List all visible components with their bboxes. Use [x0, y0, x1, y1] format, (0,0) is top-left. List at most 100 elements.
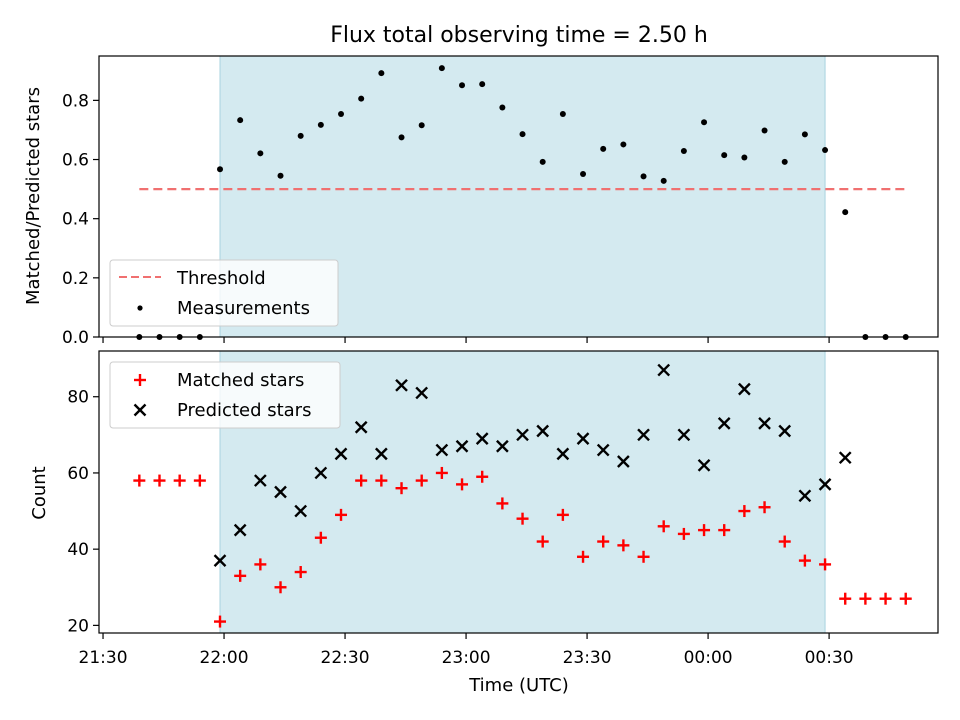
- measurement-point: [660, 177, 667, 184]
- measurement-point: [398, 134, 405, 141]
- x-tick-label: 23:00: [442, 648, 491, 668]
- ratio-chart: Flux total observing time = 2.50 h 0.0 0.…: [23, 23, 939, 348]
- legend-measurements-swatch: [137, 305, 143, 311]
- predicted-star-point: [697, 458, 711, 472]
- measurement-point: [418, 122, 425, 129]
- matched-star-point: [496, 497, 509, 510]
- matched-star-point: [234, 569, 247, 582]
- matched-star-point: [859, 592, 872, 605]
- matched-star-point: [637, 550, 650, 563]
- x-tick-label: 22:00: [200, 648, 249, 668]
- matched-star-point: [577, 550, 590, 563]
- measurement-point: [479, 81, 486, 88]
- legend-matched-label: Matched stars: [177, 370, 304, 391]
- measurement-point: [358, 95, 365, 102]
- predicted-star-point: [253, 474, 267, 487]
- matched-star-point: [214, 615, 227, 628]
- predicted-star-point: [395, 378, 408, 392]
- predicted-star-point: [556, 447, 570, 461]
- predicted-star-point: [717, 417, 731, 430]
- top-legend: Threshold Measurements: [109, 259, 339, 327]
- matched-star-point: [476, 470, 489, 483]
- predicted-star-point: [536, 424, 550, 438]
- measurement-point: [539, 158, 546, 165]
- x-tick-label: 00:00: [684, 648, 733, 668]
- predicted-star-point: [294, 504, 308, 518]
- matched-star-point: [254, 558, 267, 571]
- x-tick-label: 00:30: [805, 648, 854, 668]
- predicted-star-point: [334, 447, 348, 461]
- top-legend-box: [109, 259, 339, 327]
- bottom-axes: 20 40 60 80 21:30 22:00 22:30 23:00 23:30 00:00 00…: [67, 350, 939, 668]
- matched-star-point: [879, 592, 892, 605]
- matched-star-point: [597, 535, 610, 548]
- y-tick-label: 0.4: [62, 210, 89, 230]
- chart-title: Flux total observing time = 2.50 h: [330, 23, 708, 48]
- matched-star-point: [395, 482, 408, 495]
- predicted-star-point: [435, 443, 449, 457]
- legend-matched-swatch: [134, 374, 146, 386]
- y-tick-label: 0.8: [62, 91, 89, 111]
- measurement-point: [580, 171, 587, 178]
- x-tick-label: 23:30: [563, 648, 612, 668]
- matched-star-point: [617, 539, 630, 552]
- plot-frame: [98, 350, 939, 634]
- predicted-star-point: [213, 554, 227, 567]
- legend-predicted-label: Predicted stars: [177, 400, 311, 421]
- matched-star-point: [314, 531, 327, 544]
- predicted-star-point: [838, 451, 852, 465]
- predicted-star-point: [677, 428, 691, 442]
- matched-star-point: [677, 527, 690, 540]
- counts-chart: 20 40 60 80 21:30 22:00 22:30 23:00 23:30 00:00 00…: [29, 350, 939, 696]
- matched-star-point: [657, 520, 670, 533]
- measurement-point: [317, 121, 324, 128]
- matched-star-point: [819, 558, 832, 571]
- x-tick-label: 21:30: [79, 648, 128, 668]
- predicted-star-point: [617, 455, 630, 468]
- predicted-star-point: [637, 428, 650, 442]
- measurement-point: [217, 166, 224, 173]
- predicted-star-point: [738, 382, 751, 396]
- measurement-point: [459, 82, 466, 89]
- y-tick-label: 80: [67, 388, 89, 408]
- predicted-star-point: [516, 428, 529, 442]
- matched-star-point: [415, 474, 428, 487]
- measurement-point: [519, 131, 526, 138]
- matched-star-point: [899, 592, 912, 605]
- bottom-y-axis-label: Count: [29, 466, 50, 519]
- matched-star-point: [294, 566, 307, 579]
- legend-threshold-label: Threshold: [176, 268, 266, 289]
- measurement-point: [761, 127, 768, 134]
- bottom-legend-box: [109, 361, 341, 429]
- measurement-point: [801, 131, 808, 138]
- measurement-point: [741, 154, 748, 161]
- matched-star-point: [193, 474, 206, 487]
- matched-star-point: [718, 524, 731, 537]
- predicted-star-point: [375, 447, 388, 461]
- predicted-star-point: [415, 386, 429, 400]
- legend-measurements-label: Measurements: [177, 298, 310, 319]
- plot-frame: [98, 55, 939, 338]
- matched-star-point: [698, 524, 711, 537]
- y-tick-label: 0.0: [62, 328, 89, 348]
- measurement-point: [338, 110, 345, 117]
- y-tick-label: 0.6: [62, 151, 89, 171]
- predicted-star-point: [798, 489, 812, 503]
- predicted-star-point: [314, 466, 328, 480]
- predicted-star-point: [455, 439, 469, 453]
- predicted-star-point: [778, 424, 792, 438]
- predicted-star-point: [818, 478, 832, 491]
- measurement-point: [257, 150, 264, 157]
- predicted-star-point: [233, 523, 247, 537]
- measurement-point: [680, 147, 687, 154]
- measurement-point: [781, 158, 788, 165]
- predicted-star-point: [274, 485, 287, 499]
- measurement-point: [438, 65, 445, 72]
- x-tick-label: 22:30: [321, 648, 370, 668]
- x-axis-label: Time (UTC): [468, 675, 569, 696]
- predicted-star-point: [657, 363, 671, 377]
- matched-star-point: [839, 592, 852, 605]
- y-tick-label: 0.2: [62, 269, 89, 289]
- measurement-point: [640, 173, 647, 180]
- matched-star-point: [758, 501, 771, 514]
